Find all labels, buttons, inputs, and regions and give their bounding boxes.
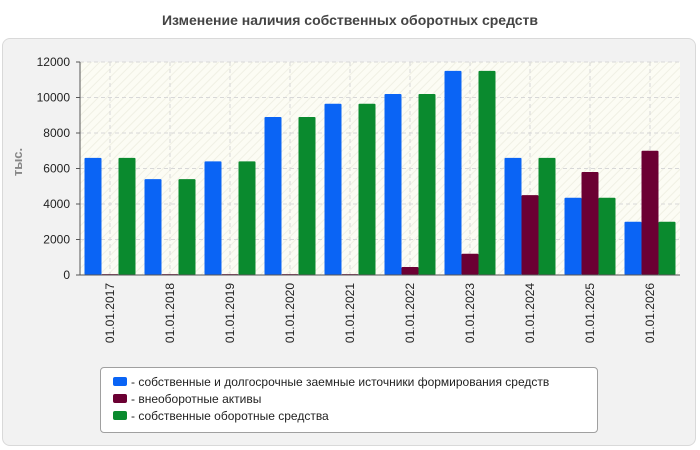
bar-series-0: [444, 70, 462, 275]
x-tick-label: 01.01.2017: [103, 283, 117, 343]
bar-series-2: [118, 157, 136, 275]
legend-item: - внеоборотные активы: [113, 390, 597, 407]
y-tick-label: 10000: [37, 91, 71, 105]
legend-label: - собственные и долгосрочные заемные ист…: [131, 374, 550, 389]
bar-series-2: [238, 161, 256, 275]
axes: [76, 61, 680, 276]
bar-series-1: [581, 172, 599, 275]
y-tick-label: 4000: [43, 197, 70, 211]
bar-series-2: [178, 179, 196, 275]
x-tick-label: 01.01.2024: [523, 283, 537, 343]
bar-series-1: [401, 267, 419, 275]
x-tick-label: 01.01.2025: [583, 283, 597, 343]
y-tick-label: 12000: [37, 55, 71, 69]
bar-series-2: [538, 157, 556, 275]
x-tick-label: 01.01.2023: [463, 283, 477, 343]
legend-label: - собственные оборотные средства: [131, 408, 329, 423]
legend: - собственные и долгосрочные заемные ист…: [100, 367, 598, 433]
legend-swatch-sources: [113, 377, 127, 386]
legend-swatch-noncurrent-assets: [113, 394, 127, 403]
bar-series-0: [384, 93, 402, 275]
bar-series-0: [144, 179, 162, 275]
bar-series-0: [624, 221, 642, 275]
bar-series-1: [641, 150, 659, 275]
bar-series-0: [504, 157, 522, 275]
legend-item: - собственные оборотные средства: [113, 407, 597, 424]
bar-series-2: [478, 70, 496, 275]
x-tick-label: 01.01.2022: [403, 283, 417, 343]
y-tick-label: 6000: [43, 162, 70, 176]
y-axis-label: тыс.: [10, 148, 25, 176]
chart-title: Изменение наличия собственных оборотных …: [161, 12, 539, 28]
tick-labels: 0 2000 4000 6000 8000 10000 12000 01.01.2017 01.…: [37, 55, 657, 343]
legend-label: - внеоборотные активы: [131, 391, 262, 406]
bar-series-2: [658, 221, 676, 275]
bar-series-2: [298, 117, 316, 276]
y-tick-label: 0: [63, 268, 70, 282]
bar-series-2: [418, 93, 436, 275]
x-tick-label: 01.01.2018: [163, 283, 177, 343]
x-tick-label: 01.01.2026: [643, 283, 657, 343]
x-tick-label: 01.01.2021: [343, 283, 357, 343]
bar-series-2: [598, 197, 616, 275]
bar-series-0: [324, 103, 342, 276]
legend-swatch-working-capital: [113, 411, 127, 420]
bars: [84, 70, 676, 276]
bar-series-0: [84, 157, 102, 275]
bar-series-1: [521, 195, 539, 275]
bar-series-2: [358, 103, 376, 276]
x-tick-label: 01.01.2020: [283, 283, 297, 343]
x-tick-label: 01.01.2019: [223, 283, 237, 343]
bar-series-0: [264, 117, 282, 276]
bar-series-0: [564, 197, 582, 275]
y-tick-label: 8000: [43, 126, 70, 140]
legend-item: - собственные и долгосрочные заемные ист…: [113, 373, 597, 390]
y-tick-label: 2000: [43, 233, 70, 247]
bar-series-0: [204, 161, 222, 275]
bar-series-1: [461, 253, 479, 275]
